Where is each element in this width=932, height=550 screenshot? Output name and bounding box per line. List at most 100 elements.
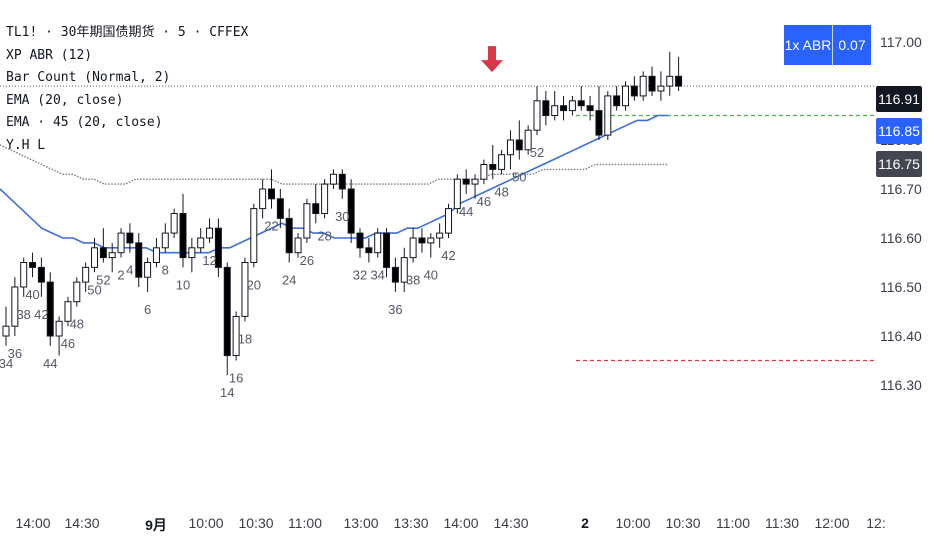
candle bbox=[329, 169, 337, 189]
bar-count-label: 16 bbox=[229, 371, 243, 386]
legend-indicator-ema20[interactable]: EMA (20, close) bbox=[6, 92, 124, 108]
bar-count-label: 14 bbox=[220, 385, 234, 400]
bar-count-label: 10 bbox=[176, 277, 190, 292]
price-tick-label: 116.50 bbox=[880, 279, 922, 295]
candle bbox=[91, 238, 98, 273]
candle bbox=[391, 257, 399, 292]
candle bbox=[613, 86, 621, 111]
candle bbox=[82, 262, 90, 292]
bar-count-label: 50 bbox=[512, 170, 526, 185]
candle bbox=[506, 130, 514, 170]
candle bbox=[232, 311, 240, 361]
candle bbox=[206, 218, 214, 243]
bar-count-label: 30 bbox=[335, 209, 349, 224]
bar-count-label: 38 bbox=[16, 307, 30, 322]
bar-count-label: 28 bbox=[317, 228, 331, 243]
candle bbox=[223, 262, 231, 376]
bar-count-label: 34 bbox=[370, 268, 384, 283]
bar-count-label: 46 bbox=[477, 194, 491, 209]
bar-count-label: 24 bbox=[282, 273, 296, 288]
time-tick-label: 14:00 bbox=[15, 515, 51, 531]
time-tick-label: 10:30 bbox=[238, 515, 274, 531]
candle bbox=[214, 218, 222, 278]
bar-count-label: 4 bbox=[126, 263, 133, 278]
down-arrow-marker bbox=[481, 46, 503, 73]
time-tick-label: 11:00 bbox=[716, 515, 750, 531]
bar-count-label: 36 bbox=[8, 346, 22, 361]
candle bbox=[312, 184, 320, 224]
candle bbox=[37, 257, 45, 297]
bar-count-label: 32 bbox=[353, 268, 367, 283]
candle bbox=[498, 149, 506, 175]
bar-count-label: 34 bbox=[0, 356, 13, 371]
legend-indicator-abr[interactable]: XP ABR (12) bbox=[6, 47, 93, 63]
candle bbox=[108, 242, 116, 273]
bar-count-label: 6 bbox=[144, 302, 151, 317]
candle bbox=[161, 223, 169, 253]
candle bbox=[170, 208, 178, 238]
candle bbox=[436, 223, 444, 248]
bar-count-label: 42 bbox=[34, 307, 48, 322]
candle bbox=[64, 296, 72, 327]
legend-indicator-barcount[interactable]: Bar Count (Normal, 2) bbox=[6, 70, 171, 85]
candle bbox=[29, 252, 37, 278]
candle bbox=[675, 56, 683, 91]
candle bbox=[577, 86, 585, 111]
bar-count-label: 46 bbox=[61, 336, 75, 351]
candle bbox=[46, 272, 54, 346]
legend-indicator-yhl[interactable]: Y.H L bbox=[6, 137, 46, 153]
bar-count-label: 12 bbox=[202, 253, 216, 268]
legend-symbol[interactable]: TL1! · 30年期国债期货 · 5 · CFFEX bbox=[6, 25, 249, 40]
candle bbox=[666, 51, 674, 96]
candle bbox=[338, 169, 346, 199]
abr-badge: 1x ABR 0.07 bbox=[784, 25, 871, 65]
candle bbox=[268, 169, 275, 209]
candle bbox=[560, 95, 568, 121]
candle bbox=[533, 86, 541, 136]
candle bbox=[400, 247, 408, 292]
candle bbox=[471, 174, 479, 199]
price-tick-label: 116.70 bbox=[880, 181, 922, 197]
time-tick-label: 14:30 bbox=[64, 515, 100, 531]
candle bbox=[188, 238, 196, 273]
candle bbox=[294, 233, 302, 258]
candle bbox=[489, 144, 497, 180]
candle bbox=[462, 169, 470, 194]
candle bbox=[365, 238, 373, 263]
candle bbox=[418, 228, 426, 253]
candle bbox=[639, 71, 647, 101]
time-tick-label: 10:00 bbox=[615, 515, 651, 531]
candle bbox=[480, 159, 488, 185]
candle bbox=[542, 91, 550, 126]
legend-indicator-ema45[interactable]: EMA · 45 (20, close) bbox=[6, 115, 163, 130]
abr-badge-label: 1x ABR bbox=[784, 25, 833, 65]
candle bbox=[2, 306, 10, 346]
time-tick-label: 11:30 bbox=[765, 515, 799, 531]
candle bbox=[321, 179, 329, 219]
candle bbox=[276, 189, 284, 229]
ema20-price-tag: 116.85 bbox=[876, 118, 922, 144]
candle bbox=[374, 228, 382, 258]
candle bbox=[524, 125, 532, 155]
candle bbox=[99, 228, 107, 263]
candle bbox=[285, 208, 293, 263]
candle bbox=[20, 257, 28, 297]
time-tick-label: 10:30 bbox=[665, 515, 701, 531]
bar-count-label: 20 bbox=[247, 277, 261, 292]
bar-count-label: 8 bbox=[162, 263, 169, 278]
bar-count-label: 52 bbox=[530, 145, 544, 160]
candle bbox=[55, 316, 63, 356]
candle bbox=[259, 179, 267, 219]
bar-count-label: 2 bbox=[117, 268, 124, 283]
bar-count-label: 40 bbox=[424, 268, 438, 283]
candle bbox=[179, 193, 187, 268]
candle bbox=[622, 81, 629, 111]
candle bbox=[152, 238, 160, 268]
time-tick-label: 12:00 bbox=[814, 515, 850, 531]
bar-count-label: 48 bbox=[70, 317, 84, 332]
candle bbox=[303, 198, 311, 243]
candle bbox=[445, 203, 452, 238]
bar-count-label: 42 bbox=[441, 248, 455, 263]
candle bbox=[197, 228, 205, 253]
